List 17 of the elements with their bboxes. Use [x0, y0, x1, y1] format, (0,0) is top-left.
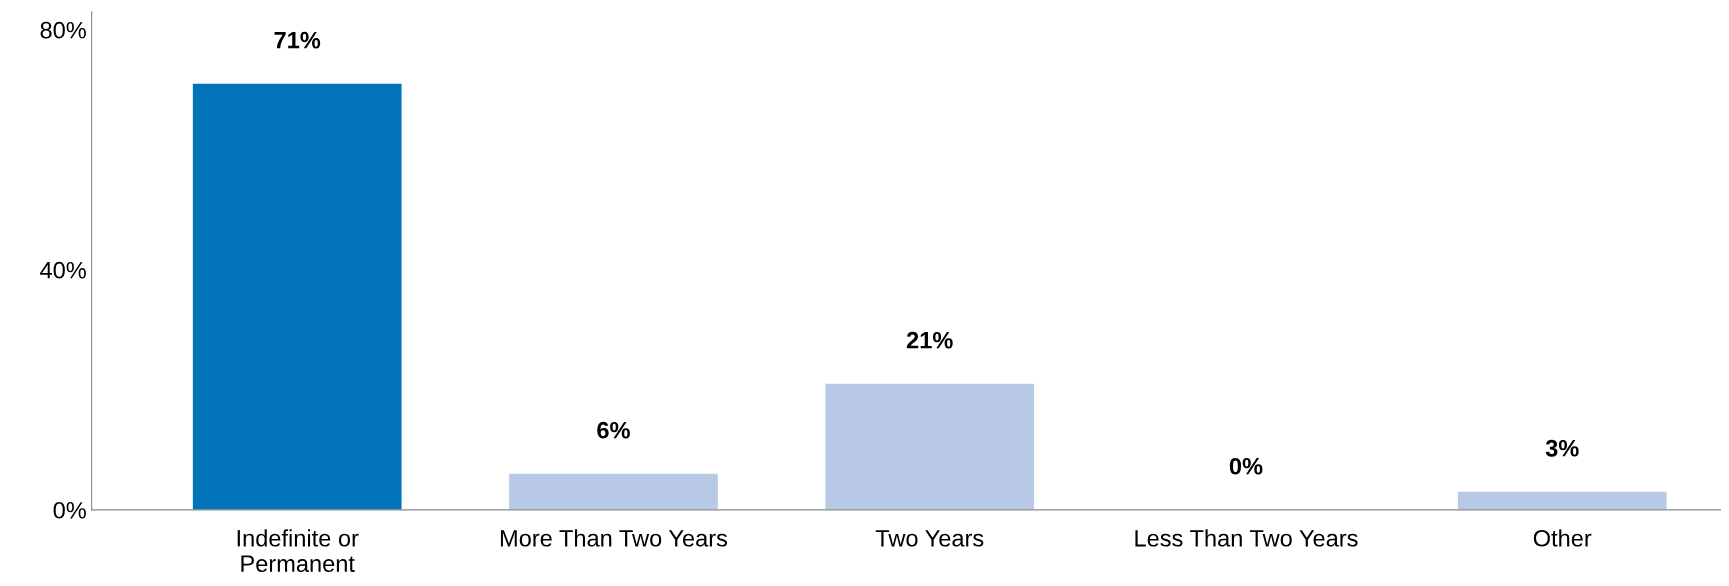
data-label: 21%: [906, 331, 953, 349]
x-tick-label: Indefinite or Permanent: [237, 529, 359, 573]
x-tick-label: Less Than Two Years: [1135, 529, 1358, 547]
x-tick-label: More Than Two Years: [500, 529, 728, 547]
bar: [192, 83, 402, 510]
x-tick-label: Two Years: [875, 530, 984, 547]
y-tick-label: 40%: [40, 261, 86, 279]
y-tick-label: 80%: [40, 21, 86, 39]
data-label: 71%: [274, 31, 321, 49]
bar: [509, 473, 718, 510]
y-tick-label: 0%: [53, 501, 86, 519]
bar: [825, 383, 1035, 510]
data-label: 0%: [1229, 457, 1263, 475]
data-label: 3%: [1545, 439, 1579, 457]
data-label: 6%: [597, 421, 630, 439]
x-tick-label: Other: [1533, 529, 1592, 547]
bar: [1457, 491, 1667, 510]
